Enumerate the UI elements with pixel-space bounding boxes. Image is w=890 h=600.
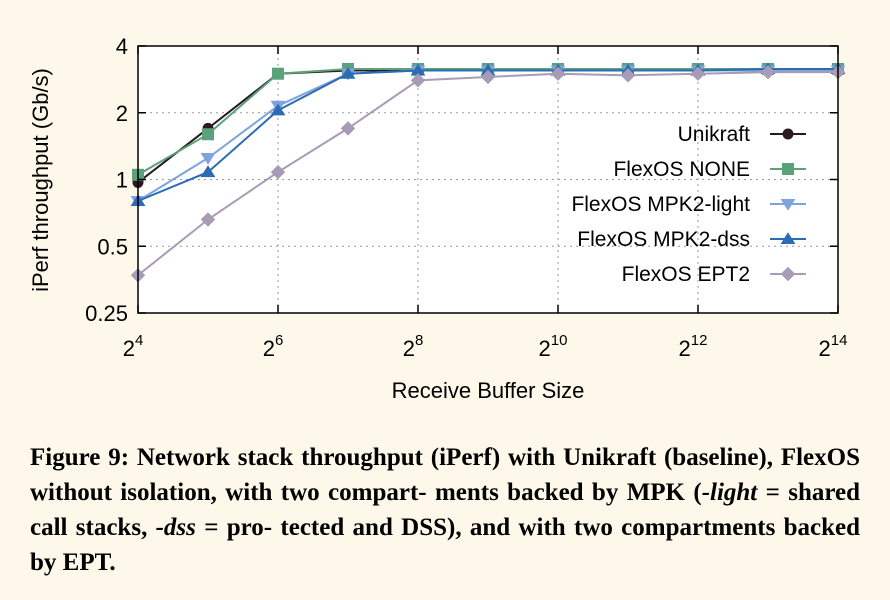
x-axis-label: Receive Buffer Size (392, 378, 585, 403)
legend-label: FlexOS MPK2-light (571, 193, 750, 216)
grid (138, 46, 838, 313)
legend-entry: FlexOS MPK2-light (571, 193, 806, 216)
x-tick-exponent: 6 (275, 332, 283, 349)
caption-text-part2: = shared call stacks, (30, 479, 860, 541)
x-tick-exponent: 14 (831, 332, 848, 349)
y-tick-label: 2 (116, 101, 128, 126)
legend-marker (782, 163, 794, 175)
x-tick-exponent: 10 (551, 332, 568, 349)
legend: Unikraft FlexOS NONE FlexOS MPK2-light Flex… (571, 123, 806, 286)
x-tick-label: 28 (403, 332, 424, 361)
y-tick-label: 0.5 (97, 234, 128, 259)
x-tick-label: 212 (679, 332, 708, 361)
data-point (410, 73, 426, 88)
legend-entry: FlexOS NONE (613, 158, 806, 181)
legend-marker (780, 198, 796, 211)
data-point (202, 128, 214, 141)
legend-marker (780, 266, 796, 282)
x-tick-label: 24 (123, 332, 144, 361)
caption-text-part1: Network stack throughput (iPerf) with Un… (30, 444, 861, 506)
x-tick-label: 26 (263, 332, 284, 361)
legend-label: FlexOS NONE (613, 158, 750, 181)
x-tick-exponent: 12 (691, 332, 708, 349)
legend-marker (780, 232, 796, 245)
legend-label: FlexOS EPT2 (622, 263, 750, 286)
data-point (340, 66, 356, 79)
legend-entry: FlexOS EPT2 (622, 263, 806, 286)
data-point (760, 64, 776, 80)
data-point (270, 103, 286, 116)
data-point (690, 66, 706, 81)
y-tick-label: 1 (116, 168, 128, 193)
legend-label: FlexOS MPK2-dss (577, 228, 750, 251)
caption-figure-label: Figure 9: (30, 444, 130, 471)
x-tick-exponent: 4 (135, 332, 143, 349)
data-point (620, 68, 636, 83)
series-flexos-ept2 (130, 64, 846, 283)
data-point (200, 152, 216, 165)
caption-light-term: -light (701, 479, 758, 506)
legend-label: Unikraft (678, 123, 751, 146)
data-point (200, 165, 216, 178)
legend-marker (782, 128, 794, 140)
data-point (340, 121, 356, 136)
x-tick-label: 210 (539, 332, 568, 361)
data-point (272, 67, 284, 80)
figure-caption: Figure 9: Network stack throughput (iPer… (30, 440, 860, 580)
series-layer (130, 62, 846, 283)
legend-entry: FlexOS MPK2-dss (577, 228, 806, 251)
caption-text-part3: = pro- tected and DSS), and with two com… (30, 514, 860, 576)
data-point (480, 69, 496, 85)
legend-entry: Unikraft (678, 123, 806, 146)
data-point (200, 212, 216, 227)
y-tick-label: 4 (116, 34, 128, 59)
data-point (550, 66, 566, 81)
x-tick-label: 214 (819, 332, 848, 361)
x-tick-exponent: 8 (415, 332, 423, 349)
data-point (270, 164, 286, 180)
caption-dss-term: -dss (155, 514, 196, 541)
y-axis-label: iPerf throughput (Gb/s) (28, 68, 53, 292)
y-tick-label: 0.25 (85, 301, 128, 326)
